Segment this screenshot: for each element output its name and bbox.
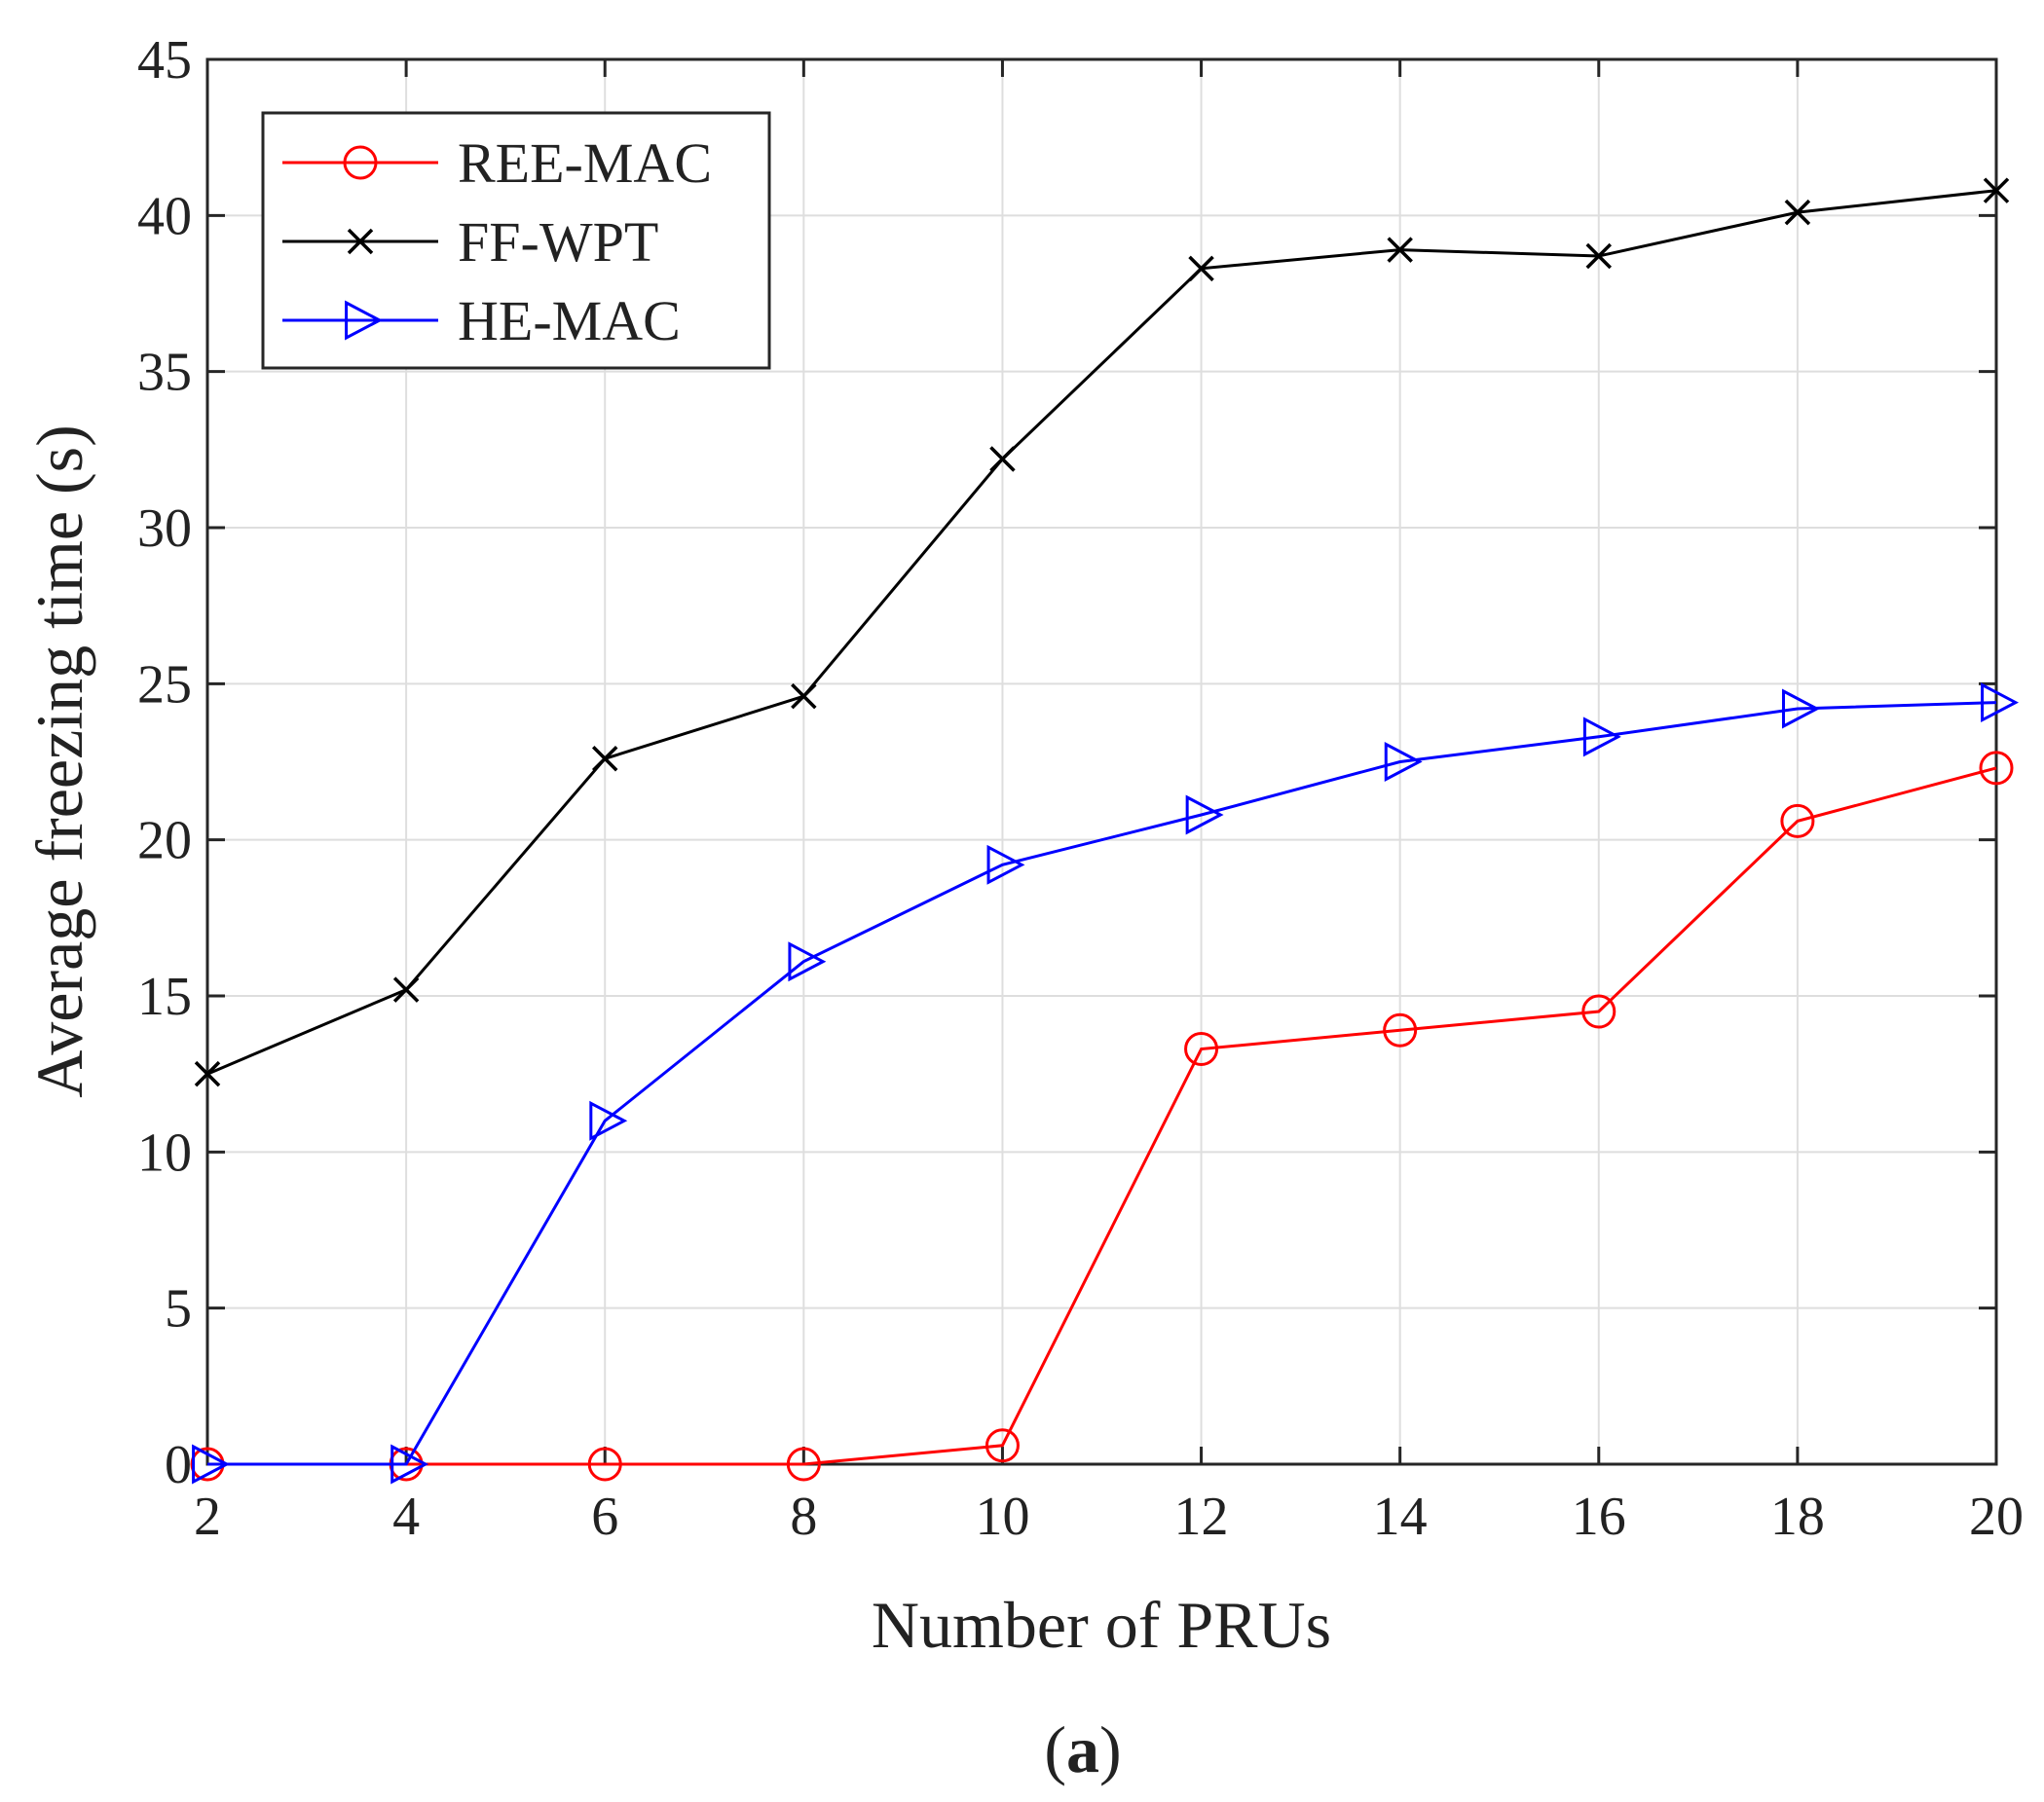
data-point-he-mac xyxy=(1981,682,2020,723)
data-point-ff-wpt xyxy=(194,1060,221,1087)
x-axis: 2 4 6 8 10 12 14 16 18 20 xyxy=(194,59,2024,1547)
legend-label-he-mac: HE-MAC xyxy=(458,289,681,352)
series-he-mac xyxy=(192,682,2020,1485)
legend-item-ree-mac: REE-MAC xyxy=(282,131,712,195)
legend-item-he-mac: HE-MAC xyxy=(282,289,681,352)
data-point-ff-wpt xyxy=(1983,177,2010,203)
legend-item-ff-wpt: FF-WPT xyxy=(282,210,658,274)
series-line-ree-mac xyxy=(207,766,1997,1466)
data-point-ff-wpt xyxy=(1387,237,1413,263)
data-point-ree-mac xyxy=(1383,1012,1418,1048)
data-point-ff-wpt xyxy=(1784,199,1811,226)
x-tick-label: 20 xyxy=(1969,1487,2024,1547)
data-point-he-mac xyxy=(390,1444,429,1485)
data-point-ff-wpt xyxy=(1188,255,1214,282)
x-tick-label: 2 xyxy=(194,1487,221,1547)
y-tick-label: 15 xyxy=(137,967,192,1027)
plot-area-border xyxy=(205,57,1998,1466)
data-point-ree-mac xyxy=(786,1447,821,1482)
y-axis: 0 5 10 15 20 25 30 35 40 45 xyxy=(137,30,1996,1495)
y-tick-label: 35 xyxy=(137,343,192,403)
legend-label-ff-wpt: FF-WPT xyxy=(458,210,658,274)
data-point-he-mac xyxy=(1582,717,1621,757)
y-tick-label: 5 xyxy=(165,1279,192,1340)
series-layer xyxy=(190,177,2020,1485)
data-point-he-mac xyxy=(986,844,1025,885)
series-line-ff-wpt xyxy=(206,189,1997,1076)
data-point-ree-mac xyxy=(985,1428,1020,1463)
data-point-he-mac xyxy=(1384,742,1423,782)
x-tick-label: 16 xyxy=(1572,1487,1626,1547)
x-axis-title: Number of PRUs xyxy=(872,1588,1331,1662)
series-ree-mac xyxy=(190,751,2014,1482)
data-point-ree-mac xyxy=(1184,1032,1219,1067)
data-point-ree-mac xyxy=(1581,994,1617,1029)
data-point-he-mac xyxy=(1781,688,1820,729)
caption-letter: a xyxy=(1066,1712,1099,1786)
y-axis-title: Average freezing time (s) xyxy=(22,424,96,1098)
legend-label-ree-mac: REE-MAC xyxy=(458,131,712,195)
data-point-he-mac xyxy=(788,941,827,982)
data-point-ff-wpt xyxy=(791,682,817,710)
y-tick-label: 0 xyxy=(165,1435,192,1495)
legend-marker-ree-mac xyxy=(343,145,378,180)
series-line-he-mac xyxy=(207,701,1997,1466)
x-tick-label: 8 xyxy=(790,1487,817,1547)
data-point-ree-mac xyxy=(587,1447,622,1482)
x-tick-label: 12 xyxy=(1174,1487,1229,1547)
y-tick-label: 10 xyxy=(137,1122,192,1183)
x-tick-label: 18 xyxy=(1770,1487,1825,1547)
legend: REE-MAC FF-WPT HE-MAC xyxy=(261,111,771,370)
data-point-ff-wpt xyxy=(989,446,1016,472)
y-tick-label: 45 xyxy=(137,30,192,91)
data-point-he-mac xyxy=(192,1444,231,1485)
legend-marker-ff-wpt xyxy=(347,228,374,255)
y-tick-label: 30 xyxy=(137,498,192,559)
data-point-he-mac xyxy=(1185,794,1224,835)
data-point-ff-wpt xyxy=(1585,242,1613,270)
legend-marker-he-mac xyxy=(345,300,384,341)
x-tick-label: 10 xyxy=(975,1487,1029,1547)
x-tick-label: 6 xyxy=(591,1487,618,1547)
y-tick-label: 20 xyxy=(137,811,192,871)
y-tick-label: 40 xyxy=(137,186,192,246)
data-point-ff-wpt xyxy=(392,976,420,1003)
data-point-ree-mac xyxy=(1979,751,2014,786)
data-point-he-mac xyxy=(589,1100,628,1141)
x-tick-label: 4 xyxy=(392,1487,420,1547)
y-tick-label: 25 xyxy=(137,654,192,715)
x-tick-label: 14 xyxy=(1373,1487,1428,1547)
figure-caption: (a) xyxy=(1044,1712,1121,1786)
data-point-ff-wpt xyxy=(591,746,618,772)
data-point-ree-mac xyxy=(1780,803,1815,838)
series-ff-wpt xyxy=(194,177,2010,1087)
